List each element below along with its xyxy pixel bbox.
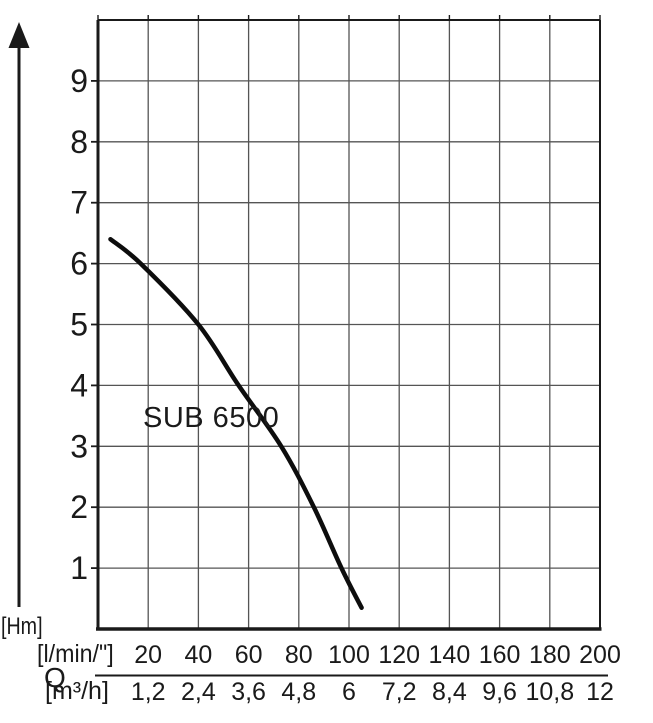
x-tick-label-lmin: 140 bbox=[429, 641, 471, 669]
x-tick-label-m3h: 4,8 bbox=[281, 678, 316, 706]
y-tick-label: 8 bbox=[70, 124, 88, 160]
x-tick-label-lmin: 100 bbox=[328, 641, 370, 669]
x-tick-label-m3h: 2,4 bbox=[181, 678, 216, 706]
y-tick-label: 2 bbox=[70, 489, 88, 525]
x-axis-unit-lmin: [l/min/"] bbox=[37, 640, 114, 668]
y-tick-label: 1 bbox=[70, 550, 88, 586]
y-axis-arrow-head bbox=[8, 22, 30, 48]
y-axis-unit-label: [Hm] bbox=[1, 613, 43, 640]
x-tick-label-m3h: 12 bbox=[586, 678, 614, 706]
y-tick-label: 3 bbox=[70, 428, 88, 464]
y-tick-label: 5 bbox=[70, 307, 88, 343]
x-tick-label-lmin: 180 bbox=[529, 641, 571, 669]
x-tick-label-m3h: 1,2 bbox=[131, 678, 166, 706]
x-tick-label-m3h: 9,6 bbox=[482, 678, 517, 706]
x-tick-label-lmin: 80 bbox=[285, 641, 313, 669]
y-tick-label: 4 bbox=[70, 367, 88, 403]
curve-label: SUB 6500 bbox=[143, 402, 280, 434]
x-axis-unit-m3h: [m³/h] bbox=[45, 677, 109, 705]
x-tick-label-m3h: 3,6 bbox=[231, 678, 266, 706]
pump-performance-curve bbox=[108, 236, 364, 610]
y-tick-label: 7 bbox=[70, 185, 88, 221]
x-tick-label-m3h: 8,4 bbox=[432, 678, 467, 706]
x-tick-label-lmin: 200 bbox=[579, 641, 621, 669]
y-tick-label: 6 bbox=[70, 246, 88, 282]
x-tick-label-m3h: 7,2 bbox=[382, 678, 417, 706]
x-tick-label-lmin: 60 bbox=[235, 641, 263, 669]
y-tick-label: 9 bbox=[70, 63, 88, 99]
x-tick-label-lmin: 160 bbox=[479, 641, 521, 669]
x-tick-label-lmin: 40 bbox=[184, 641, 212, 669]
x-tick-label-lmin: 120 bbox=[378, 641, 420, 669]
x-tick-label-m3h: 6 bbox=[342, 678, 356, 706]
x-tick-label-m3h: 10,8 bbox=[525, 678, 574, 706]
x-tick-label-lmin: 20 bbox=[134, 641, 162, 669]
x-axis-symbol: Q bbox=[44, 662, 66, 693]
